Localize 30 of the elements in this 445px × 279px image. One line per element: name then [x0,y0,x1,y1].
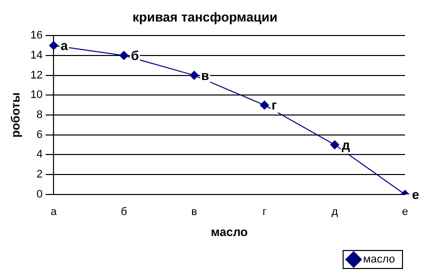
y-tick-label: 14 [30,49,43,62]
annotation: д [342,137,351,152]
point [49,41,58,50]
x-tick-label: е [402,206,408,218]
point [190,70,199,80]
x-tick-label: д [332,206,339,218]
x-tick-label: б [120,206,128,218]
x-axis-title: масло [210,225,248,240]
point [260,100,269,110]
y-tick-label: 2 [36,168,43,181]
annotation: а [60,38,69,54]
chart-title: кривая тансформации [132,9,278,24]
annotation: е [412,186,420,202]
point [330,140,340,150]
x-tick-label: в [191,206,198,218]
y-tick-label: 4 [36,148,43,161]
x-tick-label: а [50,206,58,218]
annotation: б [130,48,139,64]
y-tick-label: 0 [36,188,43,200]
legend-label: масло [363,254,396,266]
y-tick-label: 16 [30,30,43,42]
y-tick-label: 12 [30,69,43,82]
y-tick-label: 8 [36,109,43,122]
y-axis-title: роботы [8,92,23,138]
y-tick-label: 10 [30,89,43,102]
point [119,50,128,60]
annotation: в [201,68,210,83]
x-tick-label: г [262,206,266,218]
y-tick-label: 6 [36,128,43,141]
annotation: г [271,98,278,113]
